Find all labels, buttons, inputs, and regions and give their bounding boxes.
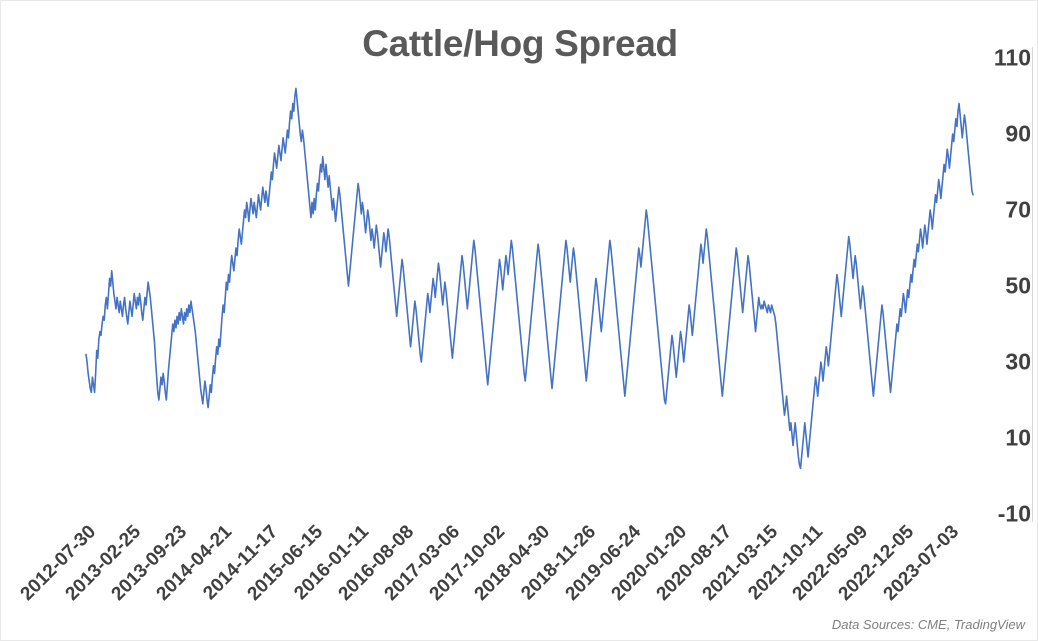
y-axis-tick-label: 30 [1005,348,1031,375]
chart-title: Cattle/Hog Spread [362,23,678,64]
data-sources-note: Data Sources: CME, TradingView [831,617,1025,632]
plot-area [25,47,1033,522]
y-axis-tick-label: 50 [1005,272,1031,299]
y-axis-tick-label: 110 [993,44,1031,71]
y-axis-tick-label: 10 [1005,424,1031,451]
data-series-line [85,87,974,470]
chart-plot-svg [85,87,974,470]
y-axis-line [1032,47,1033,522]
y-axis-tick-label: -10 [997,500,1031,527]
y-axis-tick-label: 90 [1005,120,1031,147]
y-axis-tick-label: 70 [1005,196,1031,223]
